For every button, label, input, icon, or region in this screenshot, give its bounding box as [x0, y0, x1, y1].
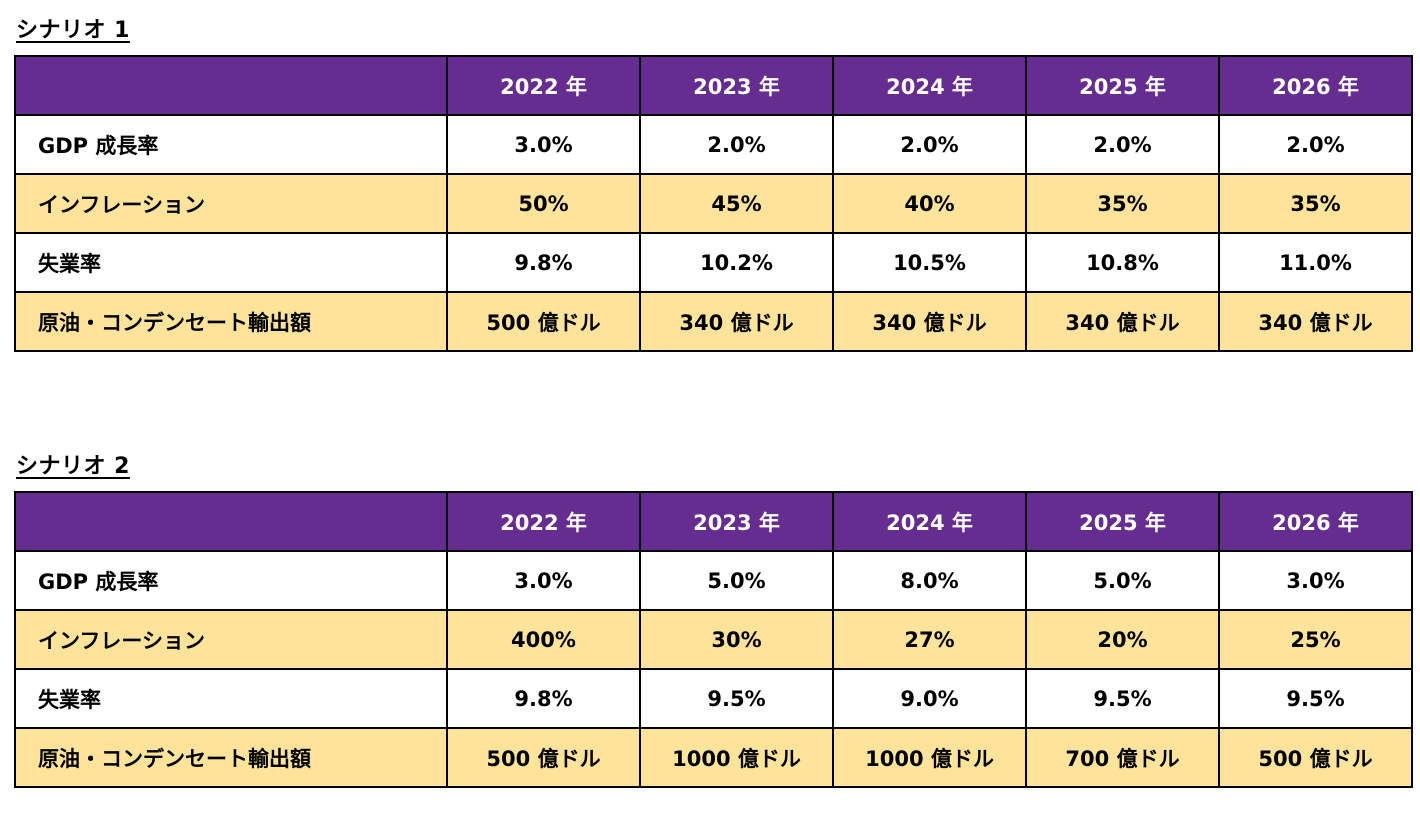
year-header: 2025 年	[1025, 55, 1220, 116]
table-row-gdp-growth: GDP 成長率 3.0% 2.0% 2.0% 2.0% 2.0%	[14, 114, 1413, 175]
table-cell: 9.5%	[1025, 668, 1220, 729]
table-cell: 5.0%	[639, 550, 834, 611]
header-row: 2022 年 2023 年 2024 年 2025 年 2026 年	[14, 55, 1413, 116]
table-cell: 35%	[1025, 173, 1220, 234]
year-header: 2023 年	[639, 55, 834, 116]
table-cell: 2.0%	[1025, 114, 1220, 175]
row-label: 原油・コンデンセート輸出額	[14, 727, 448, 788]
table-cell: 500 億ドル	[446, 291, 641, 352]
header-row: 2022 年 2023 年 2024 年 2025 年 2026 年	[14, 491, 1413, 552]
table-cell: 25%	[1218, 609, 1413, 670]
year-header: 2022 年	[446, 55, 641, 116]
table-cell: 700 億ドル	[1025, 727, 1220, 788]
row-label: 失業率	[14, 668, 448, 729]
table-cell: 30%	[639, 609, 834, 670]
table-cell: 500 億ドル	[446, 727, 641, 788]
table-cell: 10.2%	[639, 232, 834, 293]
table-cell: 3.0%	[1218, 550, 1413, 611]
table-row-unemployment: 失業率 9.8% 9.5% 9.0% 9.5% 9.5%	[14, 668, 1413, 729]
table-cell: 10.8%	[1025, 232, 1220, 293]
table-cell: 3.0%	[446, 114, 641, 175]
table-cell: 11.0%	[1218, 232, 1413, 293]
header-corner-cell	[14, 55, 448, 116]
table-cell: 2.0%	[832, 114, 1027, 175]
table-cell: 340 億ドル	[1218, 291, 1413, 352]
table-cell: 9.8%	[446, 668, 641, 729]
table-cell: 5.0%	[1025, 550, 1220, 611]
table-cell: 10.5%	[832, 232, 1027, 293]
year-header: 2025 年	[1025, 491, 1220, 552]
table-cell: 340 億ドル	[832, 291, 1027, 352]
table-cell: 9.0%	[832, 668, 1027, 729]
header-corner-cell	[14, 491, 448, 552]
table-cell: 340 億ドル	[639, 291, 834, 352]
table-cell: 340 億ドル	[1025, 291, 1220, 352]
scenario-1-title: シナリオ 1	[16, 18, 130, 43]
table-cell: 2.0%	[639, 114, 834, 175]
table-cell: 1000 億ドル	[639, 727, 834, 788]
row-label: GDP 成長率	[14, 114, 448, 175]
row-label: インフレーション	[14, 609, 448, 670]
row-label: インフレーション	[14, 173, 448, 234]
table-cell: 2.0%	[1218, 114, 1413, 175]
table-cell: 500 億ドル	[1218, 727, 1413, 788]
table-row-oil-exports: 原油・コンデンセート輸出額 500 億ドル 340 億ドル 340 億ドル 34…	[14, 291, 1413, 352]
row-label: 失業率	[14, 232, 448, 293]
year-header: 2022 年	[446, 491, 641, 552]
table-row-inflation: インフレーション 50% 45% 40% 35% 35%	[14, 173, 1413, 234]
year-header: 2026 年	[1218, 55, 1413, 116]
table-cell: 35%	[1218, 173, 1413, 234]
year-header: 2024 年	[832, 491, 1027, 552]
table-cell: 9.5%	[639, 668, 834, 729]
table-cell: 400%	[446, 609, 641, 670]
table-cell: 20%	[1025, 609, 1220, 670]
year-header: 2023 年	[639, 491, 834, 552]
table-cell: 50%	[446, 173, 641, 234]
table-cell: 45%	[639, 173, 834, 234]
year-header: 2026 年	[1218, 491, 1413, 552]
year-header: 2024 年	[832, 55, 1027, 116]
row-label: GDP 成長率	[14, 550, 448, 611]
table-cell: 9.5%	[1218, 668, 1413, 729]
scenario-2-title: シナリオ 2	[16, 454, 130, 479]
table-cell: 1000 億ドル	[832, 727, 1027, 788]
table-cell: 3.0%	[446, 550, 641, 611]
table-row-unemployment: 失業率 9.8% 10.2% 10.5% 10.8% 11.0%	[14, 232, 1413, 293]
table-cell: 8.0%	[832, 550, 1027, 611]
table-row-inflation: インフレーション 400% 30% 27% 20% 25%	[14, 609, 1413, 670]
table-row-oil-exports: 原油・コンデンセート輸出額 500 億ドル 1000 億ドル 1000 億ドル …	[14, 727, 1413, 788]
table-row-gdp-growth: GDP 成長率 3.0% 5.0% 8.0% 5.0% 3.0%	[14, 550, 1413, 611]
table-cell: 9.8%	[446, 232, 641, 293]
row-label: 原油・コンデンセート輸出額	[14, 291, 448, 352]
scenario-2-table: 2022 年 2023 年 2024 年 2025 年 2026 年 GDP 成…	[14, 491, 1413, 788]
table-cell: 27%	[832, 609, 1027, 670]
scenario-1-table: 2022 年 2023 年 2024 年 2025 年 2026 年 GDP 成…	[14, 55, 1413, 352]
table-cell: 40%	[832, 173, 1027, 234]
